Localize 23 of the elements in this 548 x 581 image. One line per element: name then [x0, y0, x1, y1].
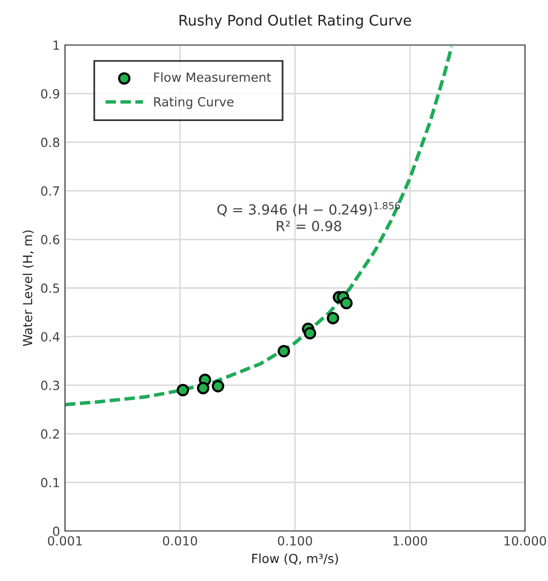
- annotation: R² = 0.98: [276, 220, 342, 232]
- x-tick-label: 0.100: [278, 536, 312, 546]
- legend-label: Rating Curve: [154, 96, 234, 109]
- chart-title: Rushy Pond Outlet Rating Curve: [180, 14, 412, 29]
- y-tick-label: 0.8: [41, 138, 60, 148]
- annotation: Q = 3.946 (H − 0.249)$^{1.856}$: [217, 202, 400, 216]
- x-tick-label: 10.000: [504, 536, 546, 546]
- x-tick-label: 0.001: [48, 536, 82, 546]
- y-tick-label: 0.4: [41, 332, 60, 342]
- y-tick-label: 0.9: [41, 89, 60, 99]
- y-tick-label: 0.1: [41, 478, 59, 488]
- x-tick-label: 0.010: [162, 536, 198, 546]
- x-axis-title: Flow (Q, m³/s): [252, 554, 338, 565]
- y-tick-label: 0.7: [41, 186, 60, 196]
- y-tick-label: 0.6: [41, 234, 60, 244]
- y-tick-label: 0.3: [41, 380, 60, 390]
- y-tick-label: 0.5: [41, 283, 60, 293]
- y-tick-label: 0: [53, 526, 60, 536]
- legend-label: Flow Measurement: [154, 72, 272, 82]
- y-axis-title: Water Level (H, m): [22, 230, 34, 346]
- y-tick-label: 0.2: [41, 429, 59, 439]
- y-tick-label: 1: [54, 40, 59, 50]
- x-tick-label: 1.000: [393, 536, 428, 546]
